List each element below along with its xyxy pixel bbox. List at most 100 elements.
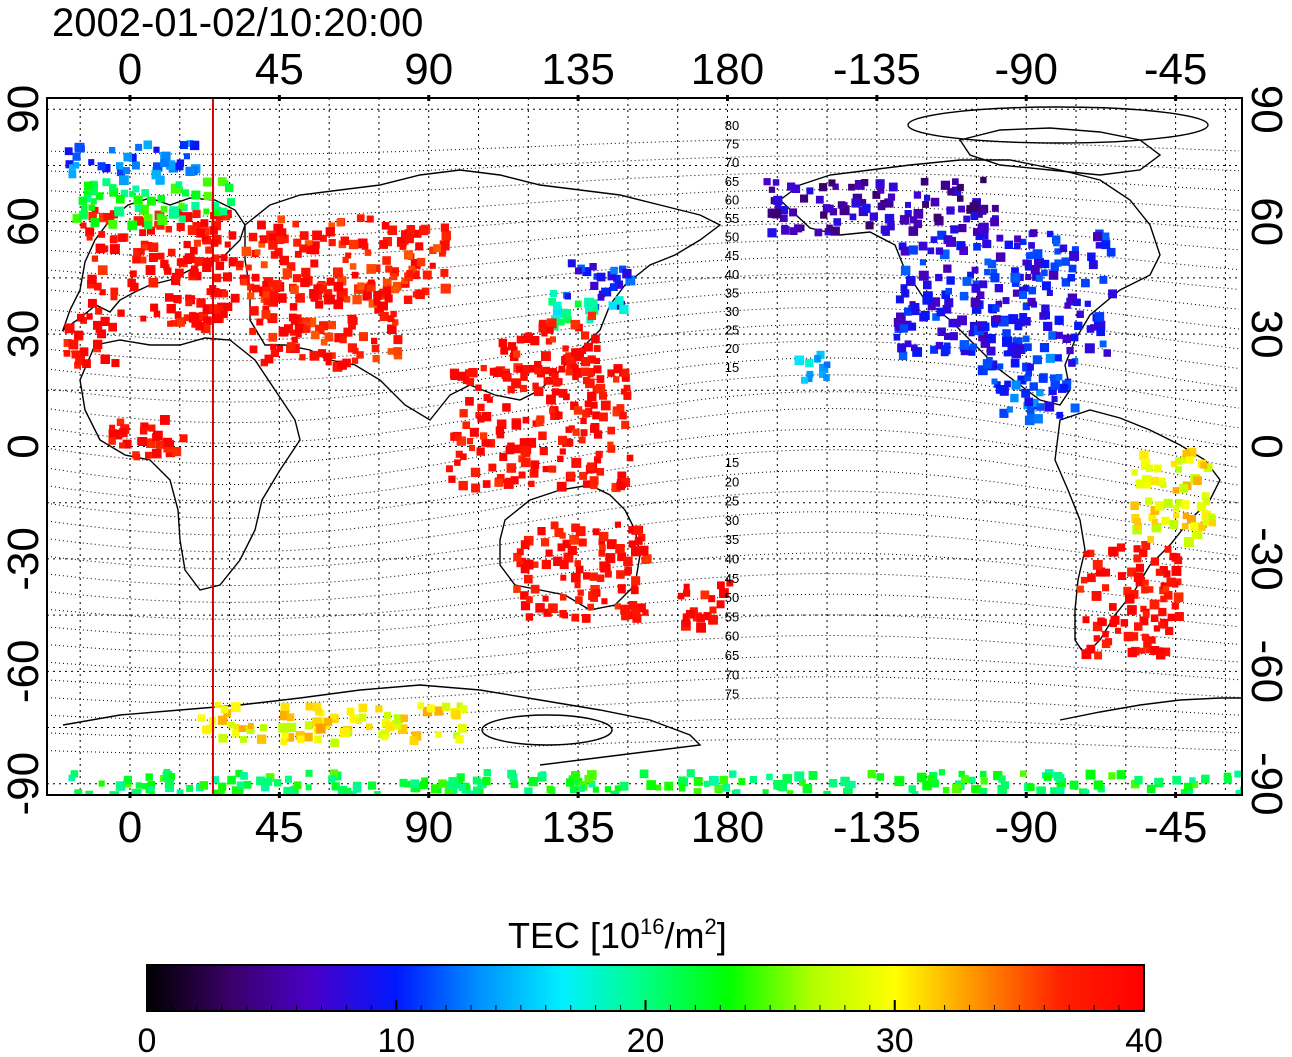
tec-sample bbox=[176, 222, 185, 232]
tec-sample bbox=[514, 444, 523, 454]
tec-sample bbox=[573, 406, 583, 415]
lat-tick-left: 90 bbox=[0, 85, 48, 134]
tec-sample bbox=[97, 329, 106, 339]
tec-sample bbox=[119, 428, 127, 435]
tec-sample bbox=[84, 195, 92, 203]
tec-sample bbox=[623, 556, 633, 567]
tec-sample bbox=[908, 785, 916, 793]
tec-sample bbox=[980, 770, 987, 778]
tec-sample bbox=[346, 707, 355, 716]
tec-sample bbox=[557, 543, 566, 552]
tec-sample bbox=[139, 256, 147, 264]
lon-tick-top: -135 bbox=[833, 45, 921, 94]
tec-sample bbox=[272, 280, 282, 290]
tec-sample bbox=[429, 246, 437, 254]
tec-sample bbox=[93, 320, 102, 330]
tec-sample bbox=[247, 283, 255, 291]
tec-sample bbox=[634, 536, 643, 545]
tec-sample bbox=[968, 348, 976, 356]
tec-sample bbox=[263, 297, 271, 305]
tec-sample bbox=[588, 780, 596, 788]
tec-sample bbox=[979, 787, 988, 795]
tec-sample bbox=[545, 549, 553, 557]
tec-sample bbox=[95, 192, 104, 200]
tec-sample bbox=[1087, 549, 1095, 557]
lat-tick-right: -90 bbox=[1242, 752, 1291, 816]
tec-sample bbox=[220, 705, 229, 714]
tec-sample bbox=[1186, 515, 1196, 525]
tec-sample bbox=[910, 303, 920, 312]
tec-sample bbox=[591, 590, 598, 598]
tec-sample bbox=[952, 783, 962, 794]
tec-sample bbox=[582, 480, 591, 488]
tec-sample bbox=[611, 482, 621, 493]
tec-sample bbox=[1108, 546, 1119, 557]
tec-sample bbox=[1135, 479, 1145, 489]
tec-sample bbox=[608, 301, 617, 310]
tec-sample bbox=[133, 248, 142, 257]
tec-sample bbox=[122, 439, 132, 449]
tec-sample bbox=[157, 252, 165, 260]
tec-sample bbox=[477, 415, 485, 423]
tec-sample bbox=[1134, 622, 1143, 631]
tec-sample bbox=[373, 298, 381, 306]
tec-sample bbox=[503, 479, 514, 489]
tec-sample bbox=[722, 783, 731, 792]
tec-sample bbox=[129, 270, 137, 278]
tec-sample bbox=[387, 324, 397, 335]
tec-sample bbox=[309, 289, 319, 299]
tec-sample bbox=[830, 226, 840, 236]
tec-sample bbox=[129, 190, 136, 197]
tec-sample bbox=[1048, 331, 1057, 340]
tec-sample bbox=[339, 727, 350, 738]
tec-sample bbox=[1051, 396, 1058, 403]
colorbar-tick-label: 30 bbox=[876, 1022, 914, 1057]
tec-sample bbox=[170, 183, 181, 194]
tec-sample bbox=[390, 273, 398, 281]
tec-sample bbox=[1066, 346, 1074, 355]
tec-sample bbox=[943, 264, 952, 273]
tec-sample bbox=[1174, 556, 1183, 565]
tec-sample bbox=[482, 777, 491, 786]
tec-sample bbox=[454, 433, 462, 441]
tec-sample bbox=[396, 237, 407, 247]
tec-sample bbox=[168, 773, 175, 780]
mag-label-south: 30 bbox=[725, 513, 739, 528]
tec-sample bbox=[1090, 324, 1097, 331]
tec-sample bbox=[1050, 374, 1057, 381]
tec-sample bbox=[1038, 374, 1048, 383]
tec-sample bbox=[967, 271, 974, 279]
tec-sample bbox=[590, 425, 598, 433]
tec-sample bbox=[939, 249, 950, 260]
tec-sample bbox=[911, 344, 918, 352]
tec-sample bbox=[108, 429, 117, 438]
tec-sample bbox=[90, 218, 100, 227]
tec-sample bbox=[393, 347, 402, 356]
tec-sample bbox=[71, 350, 80, 359]
tec-sample bbox=[580, 417, 587, 425]
tec-sample bbox=[477, 403, 485, 411]
tec-sample bbox=[877, 186, 885, 194]
tec-sample bbox=[726, 579, 734, 587]
tec-sample bbox=[1151, 522, 1161, 533]
tec-sample bbox=[468, 368, 478, 378]
tec-sample bbox=[709, 606, 717, 614]
tec-sample bbox=[280, 702, 290, 712]
magnetic-pole-north bbox=[907, 106, 1209, 144]
tec-sample bbox=[1081, 278, 1090, 288]
magnetic-latitude-contours bbox=[47, 138, 1240, 755]
mag-contour bbox=[47, 391, 1240, 465]
tec-sample bbox=[151, 448, 162, 459]
tec-sample bbox=[348, 321, 356, 330]
tec-sample bbox=[387, 315, 395, 323]
tec-sample bbox=[415, 242, 424, 251]
tec-sample bbox=[561, 309, 571, 319]
tec-sample bbox=[153, 430, 163, 441]
tec-colorbar: TEC [1016/m2] 0 10 20 30 40 bbox=[138, 914, 1163, 1057]
tec-sample bbox=[93, 339, 103, 349]
tec-sample bbox=[270, 348, 280, 357]
tec-sample bbox=[458, 480, 468, 491]
tec-sample bbox=[947, 188, 955, 196]
tec-sample bbox=[286, 722, 297, 733]
tec-sample bbox=[262, 305, 270, 313]
